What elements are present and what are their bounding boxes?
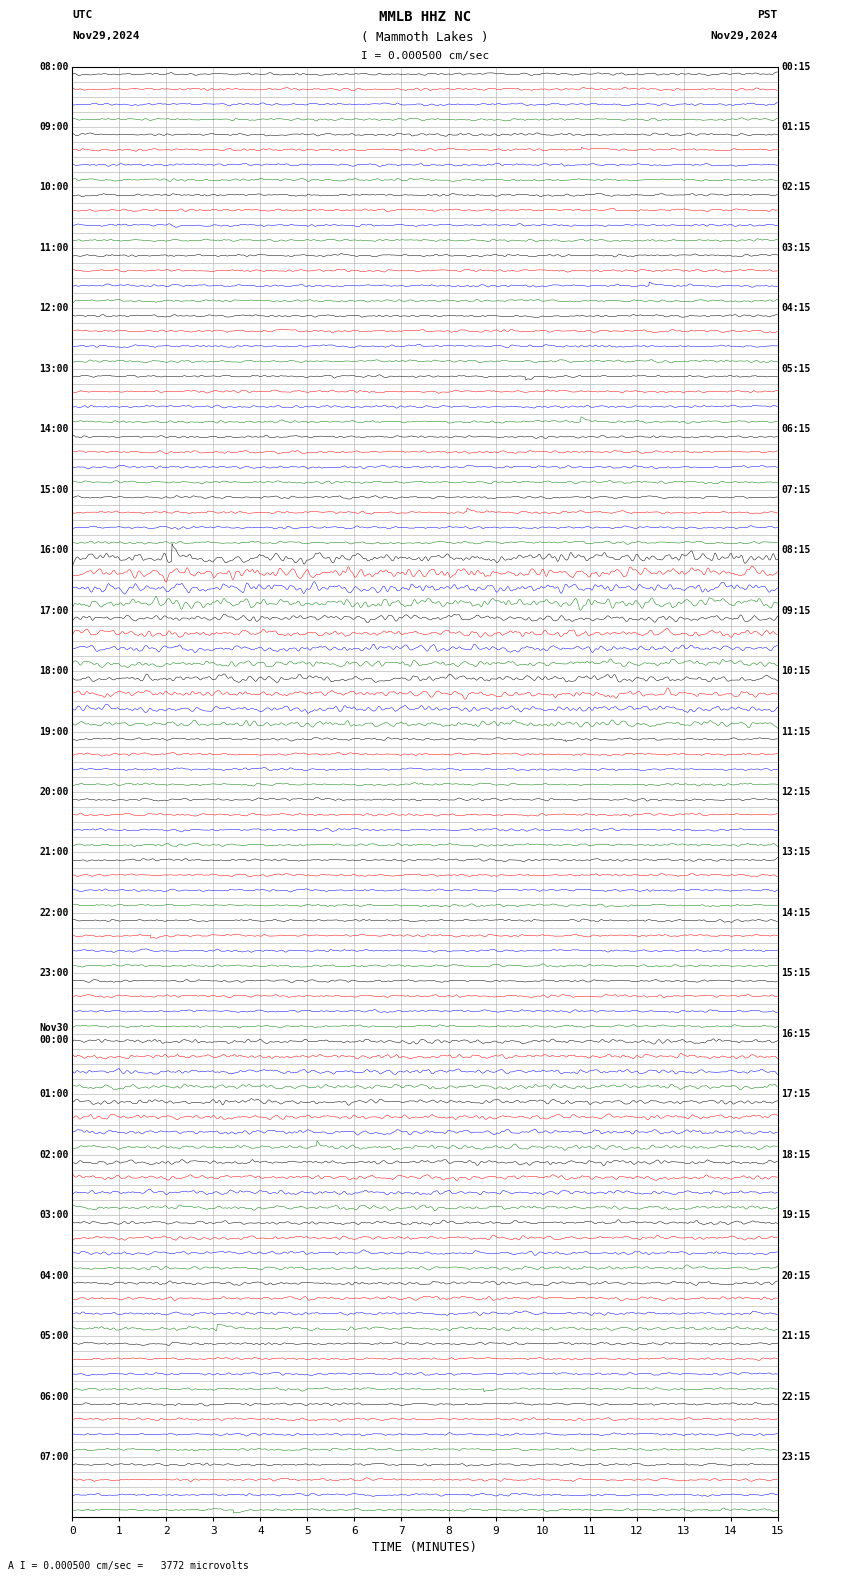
Text: 10:00: 10:00 <box>39 182 69 192</box>
X-axis label: TIME (MINUTES): TIME (MINUTES) <box>372 1541 478 1554</box>
Text: Nov29,2024: Nov29,2024 <box>711 30 778 41</box>
Text: Nov30
00:00: Nov30 00:00 <box>39 1023 69 1044</box>
Text: 02:00: 02:00 <box>39 1150 69 1159</box>
Text: 01:15: 01:15 <box>781 122 811 131</box>
Text: 06:00: 06:00 <box>39 1392 69 1402</box>
Text: 02:15: 02:15 <box>781 182 811 192</box>
Text: 22:00: 22:00 <box>39 908 69 917</box>
Text: 11:00: 11:00 <box>39 242 69 253</box>
Text: 14:00: 14:00 <box>39 425 69 434</box>
Text: 16:00: 16:00 <box>39 545 69 554</box>
Text: 00:15: 00:15 <box>781 62 811 71</box>
Text: 12:15: 12:15 <box>781 787 811 797</box>
Text: 17:15: 17:15 <box>781 1090 811 1099</box>
Text: 03:15: 03:15 <box>781 242 811 253</box>
Text: 17:00: 17:00 <box>39 605 69 616</box>
Text: 12:00: 12:00 <box>39 304 69 314</box>
Text: 07:15: 07:15 <box>781 485 811 494</box>
Text: 11:15: 11:15 <box>781 727 811 737</box>
Text: 06:15: 06:15 <box>781 425 811 434</box>
Text: 20:00: 20:00 <box>39 787 69 797</box>
Text: 03:00: 03:00 <box>39 1210 69 1220</box>
Text: 15:15: 15:15 <box>781 968 811 979</box>
Text: 22:15: 22:15 <box>781 1392 811 1402</box>
Text: 08:00: 08:00 <box>39 62 69 71</box>
Text: 18:00: 18:00 <box>39 667 69 676</box>
Text: 21:00: 21:00 <box>39 847 69 857</box>
Text: A I = 0.000500 cm/sec =   3772 microvolts: A I = 0.000500 cm/sec = 3772 microvolts <box>8 1562 249 1571</box>
Text: MMLB HHZ NC: MMLB HHZ NC <box>379 10 471 24</box>
Text: 19:00: 19:00 <box>39 727 69 737</box>
Text: 04:15: 04:15 <box>781 304 811 314</box>
Text: 21:15: 21:15 <box>781 1331 811 1342</box>
Text: 07:00: 07:00 <box>39 1453 69 1462</box>
Text: 09:00: 09:00 <box>39 122 69 131</box>
Text: 05:15: 05:15 <box>781 364 811 374</box>
Text: UTC: UTC <box>72 10 93 21</box>
Text: 18:15: 18:15 <box>781 1150 811 1159</box>
Text: 10:15: 10:15 <box>781 667 811 676</box>
Text: 20:15: 20:15 <box>781 1270 811 1280</box>
Text: 05:00: 05:00 <box>39 1331 69 1342</box>
Text: Nov29,2024: Nov29,2024 <box>72 30 139 41</box>
Text: 09:15: 09:15 <box>781 605 811 616</box>
Text: 23:15: 23:15 <box>781 1453 811 1462</box>
Text: 14:15: 14:15 <box>781 908 811 917</box>
Text: 13:15: 13:15 <box>781 847 811 857</box>
Text: 08:15: 08:15 <box>781 545 811 554</box>
Text: 16:15: 16:15 <box>781 1030 811 1039</box>
Text: 13:00: 13:00 <box>39 364 69 374</box>
Text: 23:00: 23:00 <box>39 968 69 979</box>
Text: 19:15: 19:15 <box>781 1210 811 1220</box>
Text: 15:00: 15:00 <box>39 485 69 494</box>
Text: 01:00: 01:00 <box>39 1090 69 1099</box>
Text: PST: PST <box>757 10 778 21</box>
Text: 04:00: 04:00 <box>39 1270 69 1280</box>
Text: I = 0.000500 cm/sec: I = 0.000500 cm/sec <box>361 51 489 62</box>
Text: ( Mammoth Lakes ): ( Mammoth Lakes ) <box>361 30 489 44</box>
